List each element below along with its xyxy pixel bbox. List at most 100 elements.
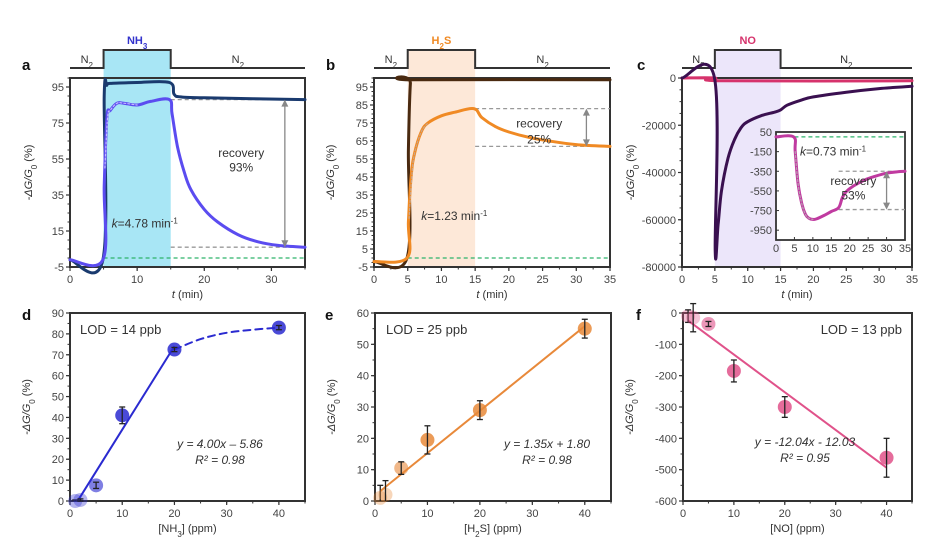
y-tick-label: -600 — [655, 496, 677, 508]
recovery-value: 25% — [527, 133, 551, 147]
x-axis-label: t (min) — [781, 289, 812, 301]
fit-equation: y = -12.04x - 12.03 — [754, 435, 856, 449]
x-tick-label: 40 — [273, 508, 285, 520]
panel-label: c — [637, 57, 645, 74]
fit-dashed-line — [104, 101, 138, 169]
x-tick-label: 5 — [712, 274, 718, 286]
y-tick-label: 60 — [357, 308, 369, 320]
x-tick-label: 20 — [474, 508, 486, 520]
fit-r-squared: R² = 0.95 — [780, 451, 830, 465]
y-axis-label: -ΔG/G0 (%) — [23, 145, 39, 201]
series-response-line — [68, 97, 307, 268]
x-tick-label: 10 — [131, 274, 143, 286]
x-tick-label: 5 — [405, 274, 411, 286]
panel-label: a — [22, 57, 31, 74]
x-tick-label: 0 — [371, 274, 377, 286]
recovery-arrow-head-top — [582, 108, 590, 116]
plot-frame — [69, 312, 306, 502]
inset-y-tick-label: -550 — [750, 186, 772, 198]
series-response-line — [372, 106, 612, 264]
rate-constant-label: k=4.78 min-1 — [112, 216, 179, 231]
y-tick-label: 0 — [671, 308, 677, 320]
x-tick-label: 10 — [116, 508, 128, 520]
gas-label-carrier: N2 — [385, 54, 398, 70]
y-tick-label: 35 — [356, 190, 368, 202]
y-tick-label: 10 — [52, 475, 64, 487]
y-tick-label: 60 — [52, 371, 64, 383]
y-tick-label: -60000 — [642, 215, 676, 227]
y-axis-label: -ΔG/G0 (%) — [325, 145, 341, 201]
recovery-arrow-head-top — [281, 99, 289, 107]
y-axis-label: -ΔG/G0 (%) — [326, 379, 342, 435]
y-tick-label: 50 — [357, 339, 369, 351]
inset-y-tick-label: -150 — [750, 147, 772, 159]
y-axis-label: -ΔG/G0 (%) — [625, 145, 641, 201]
y-tick-label: -5 — [54, 262, 64, 274]
y-axis-label: -ΔG/G0 (%) — [21, 379, 37, 435]
x-axis-label: t (min) — [172, 289, 203, 301]
x-tick-label: 25 — [536, 274, 548, 286]
y-tick-label: 30 — [52, 433, 64, 445]
y-tick-label: 65 — [356, 136, 368, 148]
exposure-shading — [103, 50, 171, 267]
x-axis-label: [NH3] (ppm) — [158, 523, 216, 539]
recovery-arrow-head-bottom — [281, 240, 289, 248]
gas-label-target: NO — [739, 35, 756, 47]
inset-response-line — [774, 134, 907, 221]
fit-r-squared: R² = 0.98 — [522, 453, 572, 467]
y-tick-label: 90 — [52, 308, 64, 320]
x-tick-label: 20 — [779, 508, 791, 520]
x-tick-label: 10 — [742, 274, 754, 286]
panel-f: 0 10 20 30 40 -600 -500 -400 -300 -200 -100 0 [NO] (… — [624, 302, 913, 535]
inset-x-tick-label: 10 — [807, 243, 819, 255]
plot-frame — [69, 77, 306, 268]
y-tick-label: -500 — [655, 465, 677, 477]
inset-recovery-label: recovery — [830, 174, 876, 188]
gas-label-carrier: N2 — [81, 54, 94, 70]
panel-e: 0 10 20 30 40 0 10 20 30 40 50 60 [H2S] (ppm) -ΔG/G0 … — [325, 307, 612, 539]
inset-x-tick-label: 0 — [773, 243, 779, 255]
inset-x-tick-label: 5 — [791, 243, 797, 255]
y-tick-label: 40 — [357, 371, 369, 383]
fit-dashed-line — [408, 122, 429, 219]
gas-label-target: H2S — [432, 35, 452, 51]
inset-x-tick-label: 25 — [862, 243, 874, 255]
x-tick-label: 30 — [570, 274, 582, 286]
inset-x-tick-label: 20 — [844, 243, 856, 255]
y-tick-label: -40000 — [642, 168, 676, 180]
x-tick-label: 40 — [579, 508, 591, 520]
y-tick-label: 5 — [362, 244, 368, 256]
x-axis-label: t (min) — [476, 289, 507, 301]
x-tick-label: 0 — [372, 508, 378, 520]
y-tick-label: 55 — [356, 154, 368, 166]
x-tick-label: 10 — [421, 508, 433, 520]
y-tick-label: 50 — [52, 392, 64, 404]
saturation-dashed-curve — [173, 326, 280, 351]
x-tick-label: 25 — [840, 274, 852, 286]
inset-y-tick-label: -950 — [750, 225, 772, 237]
x-tick-label: 30 — [526, 508, 538, 520]
y-tick-label: 0 — [670, 73, 676, 85]
x-tick-label: 20 — [198, 274, 210, 286]
y-tick-label: 95 — [52, 82, 64, 94]
x-tick-label: 10 — [435, 274, 447, 286]
exposure-shading — [407, 50, 476, 267]
gas-label-carrier: N2 — [840, 54, 853, 70]
inset-plot: 0 5 10 15 20 25 30 35 -950 -750 -550 -350 -150 50 reco… — [750, 127, 911, 255]
recovery-value: 93% — [229, 161, 253, 175]
exposure-shading — [714, 50, 781, 267]
fit-r-squared: R² = 0.98 — [195, 453, 245, 467]
y-tick-label: 30 — [357, 402, 369, 414]
x-tick-label: 30 — [221, 508, 233, 520]
x-tick-label: 20 — [503, 274, 515, 286]
x-tick-label: 40 — [880, 508, 892, 520]
inset-x-tick-label: 35 — [899, 243, 911, 255]
inset-y-tick-label: -350 — [750, 166, 772, 178]
x-tick-label: 35 — [906, 274, 918, 286]
series-reference-line — [680, 76, 914, 83]
y-tick-label: 80 — [52, 329, 64, 341]
inset-recovery-value: 53% — [841, 189, 865, 203]
y-tick-label: 40 — [52, 412, 64, 424]
x-tick-label: 0 — [67, 508, 73, 520]
y-tick-label: 0 — [363, 496, 369, 508]
